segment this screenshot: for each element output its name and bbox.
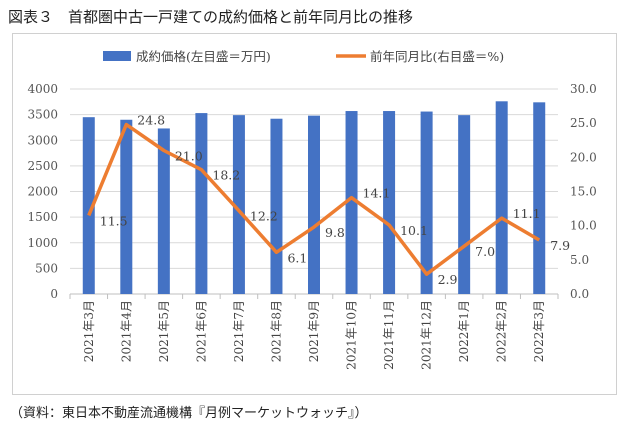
left-axis-tick-label: 500 xyxy=(35,261,58,275)
right-axis-tick-label: 5.0 xyxy=(570,253,589,267)
data-label: 11.1 xyxy=(513,206,541,221)
data-label: 9.8 xyxy=(325,225,345,240)
right-axis-tick-label: 10.0 xyxy=(570,219,597,233)
bar xyxy=(345,111,358,294)
left-axis-tick-label: 2500 xyxy=(27,159,58,173)
legend-label: 成約価格(左目盛＝万円) xyxy=(136,49,271,64)
left-axis-tick-label: 1500 xyxy=(27,210,58,224)
x-axis-tick-label: 2021年6月 xyxy=(194,300,208,362)
x-axis-tick-label: 2021年8月 xyxy=(269,300,283,362)
data-label: 10.1 xyxy=(400,223,428,238)
bar xyxy=(308,115,320,295)
x-axis-tick-label: 2021年12月 xyxy=(420,300,434,370)
chart-title: 図表３ 首都圏中古一戸建ての成約価格と前年同月比の推移 xyxy=(8,8,414,26)
bar xyxy=(157,128,170,294)
right-axis-tick-label: 30.0 xyxy=(570,82,597,96)
right-axis-tick-label: 25.0 xyxy=(570,116,597,130)
data-label: 21.0 xyxy=(175,149,203,164)
data-label: 7.9 xyxy=(550,238,570,253)
x-axis-tick-label: 2021年10月 xyxy=(345,300,359,370)
bar xyxy=(533,102,546,294)
bar xyxy=(495,101,508,294)
bar xyxy=(232,115,245,294)
right-axis-tick-label: 0.0 xyxy=(570,287,589,301)
left-axis-tick-label: 4000 xyxy=(27,82,58,96)
left-axis-tick-label: 1000 xyxy=(27,236,58,250)
right-axis-tick-label: 20.0 xyxy=(570,150,597,164)
legend-bar-swatch xyxy=(103,51,131,61)
bar xyxy=(195,113,208,295)
bar xyxy=(383,111,396,294)
x-axis-tick-label: 2021年4月 xyxy=(119,300,133,362)
x-axis-tick-label: 2022年1月 xyxy=(457,300,471,362)
data-label: 14.1 xyxy=(363,186,391,201)
data-label: 6.1 xyxy=(287,250,307,265)
x-axis-tick-label: 2021年3月 xyxy=(82,300,96,362)
data-label: 2.9 xyxy=(438,272,458,287)
bar xyxy=(458,115,471,294)
left-axis-tick-label: 3500 xyxy=(27,108,58,122)
bar xyxy=(420,111,433,294)
x-axis-tick-label: 2021年11月 xyxy=(382,300,396,370)
source-note: （資料：東日本不動産流通機構『月例マーケットウォッチ』） xyxy=(10,406,368,421)
chart-frame xyxy=(12,33,617,395)
data-label: 12.2 xyxy=(250,209,278,224)
bar xyxy=(82,117,95,294)
legend-label: 前年同月比(右目盛＝%) xyxy=(370,49,504,64)
data-label: 18.2 xyxy=(212,168,240,183)
data-label: 7.0 xyxy=(475,244,495,259)
left-axis-tick-label: 2000 xyxy=(27,185,58,199)
bar xyxy=(270,118,283,294)
left-axis-tick-label: 0 xyxy=(50,287,58,301)
data-label: 24.8 xyxy=(137,113,165,128)
x-axis-tick-label: 2021年5月 xyxy=(157,300,171,362)
x-axis-tick-label: 2021年7月 xyxy=(232,300,246,362)
bar xyxy=(120,119,133,294)
line-series xyxy=(87,122,541,276)
x-axis-tick-label: 2022年2月 xyxy=(495,300,509,362)
x-axis-tick-label: 2022年3月 xyxy=(532,300,546,362)
right-axis-tick-label: 15.0 xyxy=(570,185,597,199)
left-axis-tick-label: 3000 xyxy=(27,133,58,147)
data-label: 11.5 xyxy=(100,213,128,228)
x-axis-tick-label: 2021年9月 xyxy=(307,300,321,362)
